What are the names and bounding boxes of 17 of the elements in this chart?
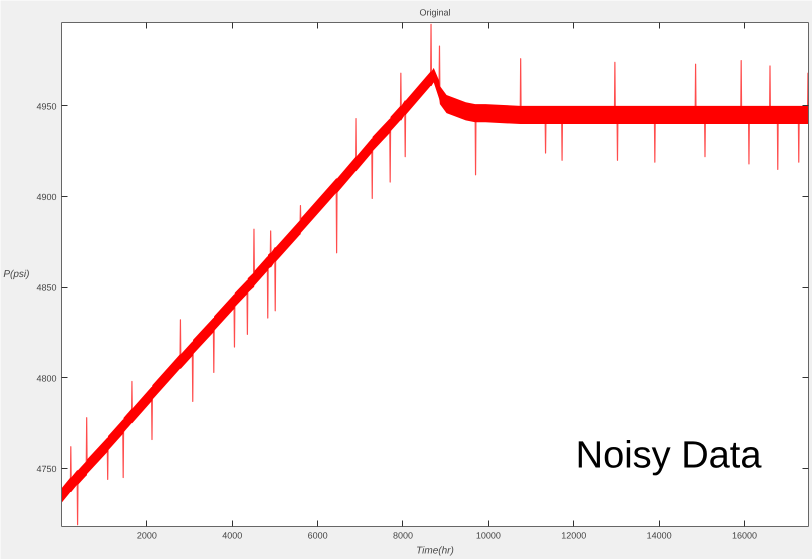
y-tick-label: 4750 <box>36 464 57 474</box>
y-tick-label: 4900 <box>36 192 57 202</box>
x-tick-label: 4000 <box>222 530 242 540</box>
x-tick-label: 16000 <box>732 530 757 540</box>
chart-title: Original <box>419 8 451 18</box>
x-tick-label: 6000 <box>308 530 328 540</box>
y-axis-title: P(psi) <box>3 269 30 280</box>
x-axis-title: Time(hr) <box>416 546 454 556</box>
y-tick-label: 4800 <box>36 373 57 384</box>
y-tick-label: 4950 <box>36 101 57 112</box>
x-tick-label: 2000 <box>136 530 157 540</box>
x-tick-label: 12000 <box>561 530 586 540</box>
x-tick-label: 8000 <box>392 530 414 540</box>
x-tick-label: 10000 <box>476 530 501 540</box>
annotation: Noisy Data <box>576 434 762 476</box>
y-tick-label: 4850 <box>36 282 57 293</box>
x-tick-label: 14000 <box>646 530 672 540</box>
